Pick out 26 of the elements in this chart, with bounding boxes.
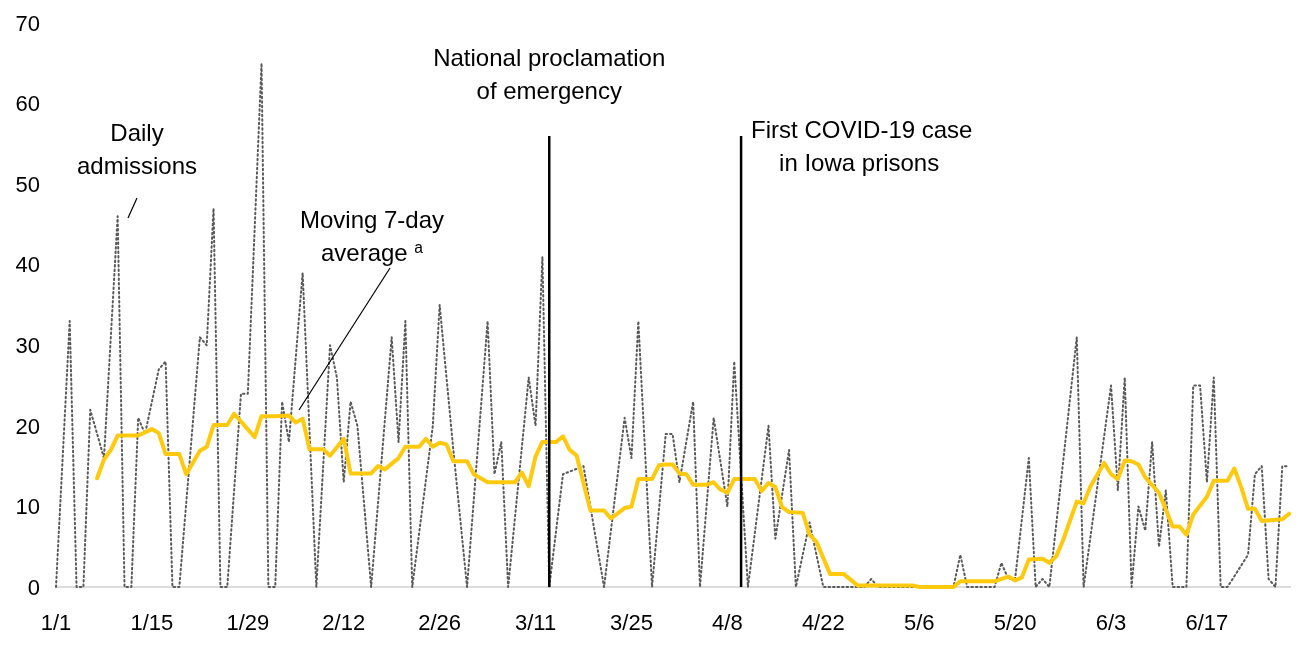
x-tick-label: 6/17: [1185, 609, 1229, 635]
y-tick-label: 10: [15, 494, 40, 520]
y-tick-label: 30: [15, 332, 40, 358]
ref-line-label: First COVID-19 case in Iowa prisons: [751, 116, 973, 176]
y-tick-label: 20: [15, 413, 40, 439]
ref-line-label: National proclamation of emergency: [433, 44, 666, 104]
line-series: [95, 411, 1291, 589]
x-tick-label: 1/29: [226, 609, 270, 635]
x-tick-label: 1/1: [40, 609, 72, 635]
x-tick-label: 2/26: [418, 609, 462, 635]
text: Moving 7-day average $^{a}$: [299, 206, 445, 266]
y-tick-label: 40: [15, 252, 40, 278]
x-tick-label: 6/3: [1095, 609, 1127, 635]
x-tick-label: 4/8: [712, 609, 743, 635]
x-tick-label: 5/6: [903, 609, 935, 635]
y-tick-label: 0: [27, 574, 40, 600]
x-tick-label: 4/22: [801, 609, 845, 635]
x-tick-label: 1/15: [130, 609, 174, 635]
x-tick-label: 2/12: [322, 609, 366, 635]
series-label: Daily admissions: [76, 119, 198, 179]
y-tick-label: 60: [15, 91, 40, 117]
y-tick-label: 50: [15, 171, 40, 197]
x-tick-label: 3/11: [514, 609, 557, 635]
y-tick-label: 70: [15, 10, 40, 36]
x-tick-label: 5/20: [993, 609, 1037, 635]
x-tick-label: 3/25: [610, 609, 653, 635]
